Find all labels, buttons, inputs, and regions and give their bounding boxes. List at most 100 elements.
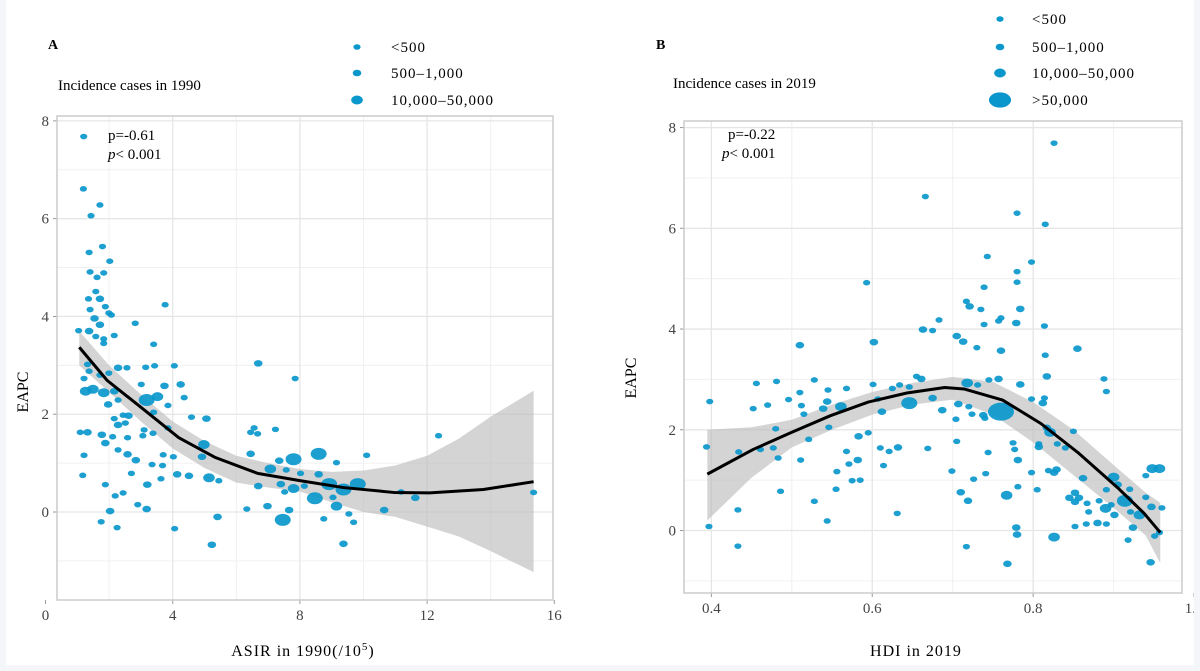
data-point (202, 415, 211, 422)
data-point (1027, 469, 1036, 476)
data-point (151, 392, 164, 402)
data-point (752, 380, 761, 387)
data-point (824, 387, 832, 393)
data-point (953, 438, 961, 445)
data-point (101, 303, 109, 310)
data-point (101, 481, 109, 488)
pvalue-rest-a: < 0.001 (116, 147, 162, 163)
legend-label: 500–1,000 (391, 66, 464, 82)
data-point (250, 425, 258, 431)
data-point (1013, 210, 1021, 216)
data-point (198, 440, 210, 450)
data-point (856, 477, 864, 483)
correlation-label-b: p=-0.22 (728, 127, 775, 143)
data-point (105, 370, 113, 376)
data-point (968, 411, 976, 417)
data-point (994, 375, 1003, 383)
data-point (818, 405, 828, 412)
data-point (822, 398, 832, 405)
data-point (1015, 305, 1025, 313)
data-point (287, 484, 300, 494)
data-point (1050, 140, 1058, 146)
data-point (772, 378, 781, 385)
data-point (996, 347, 1006, 355)
data-point (962, 543, 970, 550)
data-point (207, 541, 217, 549)
legend-marker (353, 44, 361, 50)
data-point (800, 411, 808, 417)
data-point (271, 426, 280, 433)
legend-label: <500 (1032, 12, 1067, 28)
data-point (974, 382, 982, 388)
data-point (776, 488, 785, 495)
data-point (113, 364, 123, 372)
data-point (1040, 395, 1049, 401)
data-point (1009, 440, 1017, 446)
x-axis-label-a: ASIR in 1990(/105) (231, 641, 375, 660)
data-point (1128, 524, 1138, 531)
data-point (1085, 509, 1093, 515)
data-point (85, 249, 93, 256)
data-point (1142, 494, 1150, 501)
data-point (1013, 279, 1021, 285)
y-tick-label: 2 (669, 423, 677, 439)
panel-label-b: B (656, 38, 665, 53)
y-tick-label: 4 (669, 322, 677, 338)
data-point (339, 540, 348, 548)
legend-marker (996, 16, 1004, 22)
data-point (114, 397, 122, 403)
data-point (901, 397, 918, 410)
legend-marker (988, 92, 1012, 108)
x-axis-label-a-main: ASIR in 1990(/10 (231, 643, 362, 660)
data-point (769, 445, 777, 451)
data-point (84, 327, 94, 335)
data-point (954, 400, 963, 408)
legend-marker (995, 43, 1005, 51)
data-point (981, 415, 989, 422)
x-axis-label-b: HDI in 2019 (870, 643, 962, 660)
x-tick-label: 0.8 (1024, 601, 1043, 617)
data-point (171, 525, 179, 532)
data-point (869, 338, 879, 346)
data-point (893, 510, 901, 517)
data-point (795, 341, 805, 349)
data-point (345, 511, 353, 517)
data-point (958, 338, 968, 345)
data-point (96, 202, 104, 208)
data-point (896, 382, 904, 388)
data-point (1158, 505, 1166, 511)
data-point (282, 467, 290, 473)
data-point (1040, 323, 1049, 329)
data-point (274, 457, 284, 464)
data-point (1065, 494, 1074, 502)
data-point (285, 453, 302, 466)
data-point (123, 451, 132, 458)
data-point (79, 386, 92, 396)
data-point (1013, 268, 1021, 275)
legend-marker (352, 69, 362, 77)
data-point (1110, 511, 1119, 519)
y-tick-label: 6 (42, 212, 50, 228)
data-point (965, 303, 974, 310)
pvalue-label-b: p< 0.001 (721, 146, 775, 162)
data-point (956, 488, 966, 496)
data-point (961, 378, 973, 388)
data-point (142, 505, 151, 513)
data-point (876, 445, 884, 451)
data-point (110, 415, 118, 422)
data-point (379, 506, 389, 514)
data-point (1146, 558, 1155, 566)
data-point (320, 516, 328, 522)
data-point (142, 481, 152, 488)
data-point (749, 405, 757, 412)
data-point (254, 430, 262, 437)
plot-area-a: 0 4 8 12 16 0 2 4 6 8 (42, 114, 563, 624)
correlation-label-a: p=-0.61 (108, 128, 155, 144)
data-point (869, 381, 877, 388)
data-point (854, 433, 863, 440)
data-point (253, 482, 263, 490)
data-point (1048, 532, 1060, 542)
data-point (131, 456, 141, 464)
data-point (983, 253, 991, 260)
data-point (1033, 486, 1041, 493)
